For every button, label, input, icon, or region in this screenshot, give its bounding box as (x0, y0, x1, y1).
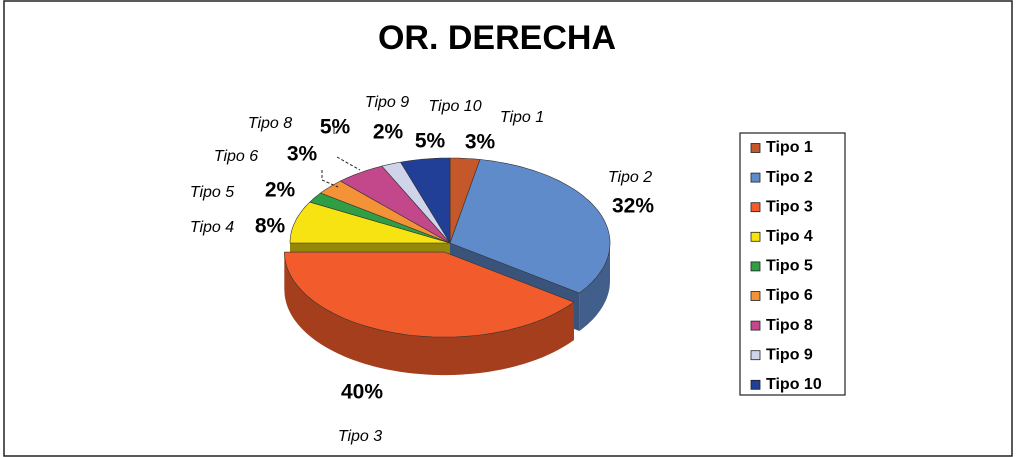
slice-name: Tipo 5 (190, 184, 234, 201)
slice (400, 157, 451, 245)
legend-label: Tipo 1 (766, 139, 813, 156)
slice (284, 251, 575, 338)
value-label: 3% (287, 143, 318, 166)
value-label: 2% (373, 121, 404, 144)
legend-label: Tipo 5 (766, 258, 813, 275)
legend-swatch (750, 320, 761, 331)
legend-swatch (750, 350, 761, 361)
legend-swatch (750, 202, 761, 213)
slice-name: Tipo 8 (248, 115, 292, 132)
legend-label: Tipo 4 (766, 228, 813, 245)
leader-line (336, 156, 361, 171)
slice-name: Tipo 6 (214, 148, 258, 165)
slice-name: Tipo 3 (338, 428, 382, 445)
slice-name: Tipo 9 (365, 94, 409, 111)
slice (289, 201, 451, 244)
slice-name: Tipo 2 (608, 169, 652, 186)
legend-label: Tipo 10 (766, 376, 822, 393)
leader-line (321, 170, 339, 188)
value-label: 3% (465, 131, 496, 154)
legend-swatch (750, 379, 761, 390)
legend-label: Tipo 2 (766, 169, 813, 186)
legend-swatch (750, 172, 761, 183)
value-label: 2% (265, 179, 296, 202)
value-label: 40% (341, 381, 383, 404)
legend-swatch (750, 143, 761, 153)
slice (449, 159, 611, 294)
legend-label: Tipo 3 (766, 198, 813, 215)
value-label: 32% (612, 195, 654, 218)
chart-title: OR. DERECHA (378, 19, 616, 57)
slice (319, 180, 451, 244)
legend-swatch (750, 261, 761, 272)
legend-label: Tipo 9 (766, 346, 813, 363)
slice (339, 165, 451, 244)
legend-swatch (750, 231, 761, 242)
slice-name: Tipo 4 (190, 219, 234, 236)
slice-side (579, 243, 610, 331)
slice-name: Tipo 10 (428, 98, 481, 115)
value-label: 5% (320, 116, 351, 139)
slice-name: Tipo 1 (500, 109, 544, 126)
value-label: 5% (415, 130, 446, 153)
slice (309, 192, 451, 244)
slice (381, 161, 451, 244)
value-label: 8% (255, 215, 286, 238)
legend-label: Tipo 8 (766, 317, 813, 334)
legend-label: Tipo 6 (766, 287, 813, 304)
legend-swatch (750, 291, 761, 301)
slice-side (284, 252, 574, 376)
